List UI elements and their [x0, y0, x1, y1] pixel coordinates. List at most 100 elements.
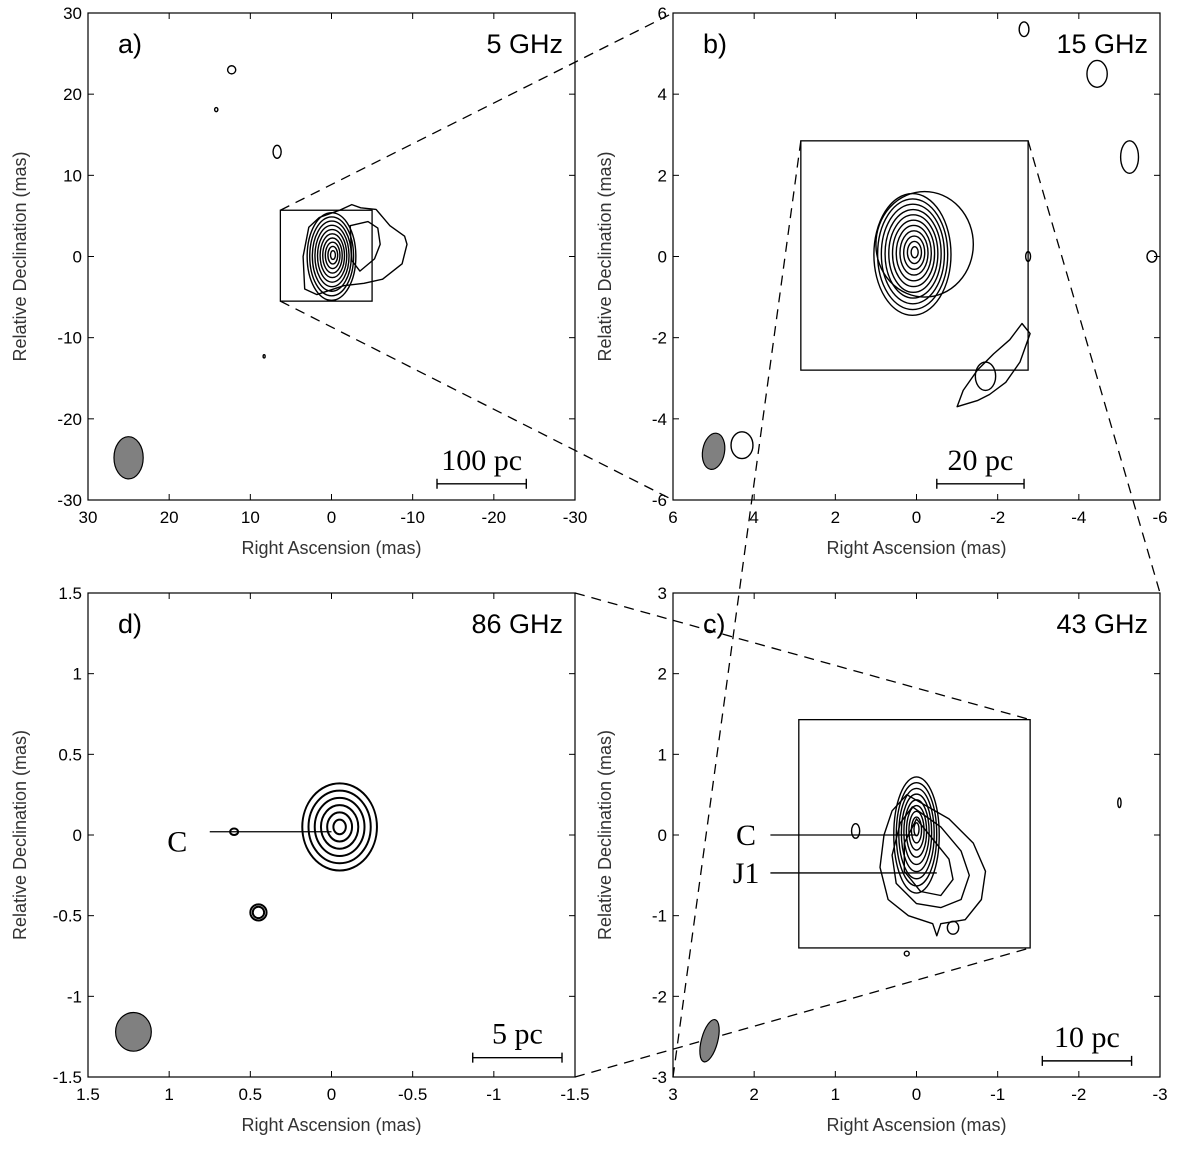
panel-label: b) [703, 29, 727, 59]
contour-blob [974, 361, 997, 392]
contour-level [313, 796, 366, 857]
x-axis-label: Right Ascension (mas) [241, 1115, 421, 1135]
x-tick-label: -2 [990, 508, 1005, 527]
y-tick-label: -1 [652, 907, 667, 926]
y-tick-label: -6 [652, 491, 667, 510]
x-tick-label: -20 [482, 508, 507, 527]
x-tick-label: 6 [668, 508, 677, 527]
y-tick-label: 1.5 [58, 584, 82, 603]
x-tick-label: 2 [749, 1085, 758, 1104]
y-axis-label: Relative Declination (mas) [10, 730, 30, 940]
x-tick-label: 0 [327, 1085, 336, 1104]
beam-ellipse [701, 432, 726, 470]
contour-blob [850, 823, 861, 839]
contour-blob [213, 106, 219, 113]
zoom-line-c-d-top [574, 592, 1031, 721]
x-tick-label: -4 [1071, 508, 1086, 527]
y-tick-label: -30 [57, 491, 82, 510]
x-tick-label: 1 [831, 1085, 840, 1104]
y-tick-label: 2 [658, 166, 667, 185]
y-tick-label: -1 [67, 987, 82, 1006]
contour-blob [1119, 140, 1140, 175]
contour-level [322, 237, 343, 274]
x-tick-label: 0 [912, 508, 921, 527]
contour-level [898, 787, 935, 880]
x-tick-label: -6 [1152, 508, 1167, 527]
y-tick-label: -0.5 [53, 907, 82, 926]
x-tick-label: 0 [327, 508, 336, 527]
contour-blob [1024, 250, 1032, 263]
zoom-line-c-d-bottom [574, 947, 1031, 1078]
zoom-line-a-b-top [280, 12, 674, 211]
contour-blob [262, 354, 266, 359]
zoom-box [800, 140, 1029, 371]
y-tick-label: 0.5 [58, 745, 82, 764]
x-tick-label: 0 [912, 1085, 921, 1104]
x-tick-label: 1 [164, 1085, 173, 1104]
contour-level [910, 246, 919, 259]
y-tick-label: 0 [658, 826, 667, 845]
y-axis-label: Relative Declination (mas) [595, 151, 615, 361]
contour-outline [302, 203, 408, 296]
y-axis-label: Relative Declination (mas) [595, 730, 615, 940]
contour-level [319, 233, 346, 279]
zoom-line-b-c-left [672, 140, 802, 1078]
contour-outline [891, 806, 970, 909]
y-tick-label: -20 [57, 410, 82, 429]
axes-box [87, 12, 576, 501]
contour-level [876, 198, 949, 311]
contour-level [895, 224, 932, 282]
frequency-label: 15 GHz [1056, 29, 1148, 59]
x-tick-label: 10 [241, 508, 260, 527]
contour-level [314, 224, 350, 288]
contour-level [880, 203, 946, 305]
y-tick-label: -2 [652, 329, 667, 348]
x-tick-label: -0.5 [398, 1085, 427, 1104]
annotation-label: C [736, 819, 756, 852]
contour-level [900, 793, 933, 873]
contour-level [324, 241, 341, 270]
y-tick-label: 2 [658, 665, 667, 684]
frequency-label: 86 GHz [471, 609, 563, 639]
contour-level [316, 228, 348, 283]
x-tick-label: -2 [1071, 1085, 1086, 1104]
y-tick-label: 20 [63, 85, 82, 104]
zoom-box [798, 718, 1031, 949]
y-tick-label: -10 [57, 329, 82, 348]
contour-outline [903, 818, 954, 897]
axes-box [87, 592, 576, 1078]
x-tick-label: 0.5 [239, 1085, 263, 1104]
y-tick-label: -3 [652, 1068, 667, 1087]
y-tick-label: 1 [658, 745, 667, 764]
contour-blob [875, 190, 975, 298]
y-tick-label: 10 [63, 166, 82, 185]
x-tick-label: 1.5 [76, 1085, 100, 1104]
y-tick-label: 4 [658, 85, 667, 104]
contour-level [319, 804, 360, 850]
contour-level [902, 235, 926, 271]
contour-outline [956, 322, 1031, 408]
contour-level [327, 245, 339, 265]
contour-level [895, 781, 938, 887]
frequency-label: 5 GHz [486, 29, 563, 59]
contour-blob [251, 905, 266, 920]
beam-ellipse [114, 1011, 152, 1052]
contour-level [908, 810, 925, 851]
contour-level [899, 230, 929, 276]
contour-level [301, 782, 378, 872]
contour-level [307, 789, 372, 865]
x-tick-label: 4 [749, 508, 758, 527]
y-tick-label: 30 [63, 4, 82, 23]
contour-level [906, 240, 923, 265]
y-tick-label: 0 [658, 248, 667, 267]
panel-label: d) [118, 609, 142, 639]
y-tick-label: 3 [658, 584, 667, 603]
beam-ellipse [113, 436, 144, 480]
y-tick-label: 1 [73, 665, 82, 684]
y-tick-label: -2 [652, 987, 667, 1006]
y-axis-label: Relative Declination (mas) [10, 151, 30, 361]
x-axis-label: Right Ascension (mas) [826, 1115, 1006, 1135]
annotation-label: J1 [733, 857, 760, 890]
